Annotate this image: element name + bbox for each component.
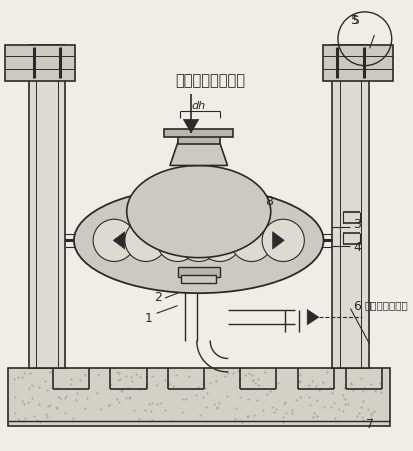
Circle shape [156, 220, 198, 262]
Text: 5: 5 [351, 15, 358, 26]
Polygon shape [272, 232, 283, 249]
Text: 4: 4 [352, 240, 360, 253]
Bar [331, 46, 368, 368]
Text: 5: 5 [350, 14, 358, 27]
Bar [177, 267, 219, 277]
Polygon shape [113, 232, 124, 249]
Bar [164, 130, 233, 138]
Text: 7: 7 [365, 417, 373, 430]
Circle shape [198, 220, 240, 262]
Circle shape [124, 220, 167, 262]
Bar [177, 135, 219, 145]
Polygon shape [169, 133, 227, 166]
Bar [29, 46, 65, 368]
Bar [322, 46, 392, 82]
Bar [8, 368, 389, 426]
Polygon shape [183, 120, 198, 133]
Text: 1: 1 [145, 311, 152, 324]
Bar [181, 275, 216, 283]
Text: 强制介质（空气）: 强制介质（空气） [175, 74, 244, 88]
Text: 3: 3 [352, 217, 360, 230]
Circle shape [230, 220, 272, 262]
Circle shape [93, 220, 135, 262]
Circle shape [261, 220, 304, 262]
Polygon shape [306, 310, 318, 325]
Ellipse shape [74, 188, 323, 294]
Text: 6: 6 [352, 299, 360, 313]
Text: 8: 8 [264, 194, 272, 207]
Bar [184, 133, 213, 141]
Text: 工作介质（水）: 工作介质（水） [364, 299, 408, 309]
Text: 2: 2 [154, 290, 162, 303]
Bar [5, 46, 75, 82]
Circle shape [177, 220, 219, 262]
Ellipse shape [126, 166, 270, 258]
Text: dh: dh [191, 101, 205, 111]
